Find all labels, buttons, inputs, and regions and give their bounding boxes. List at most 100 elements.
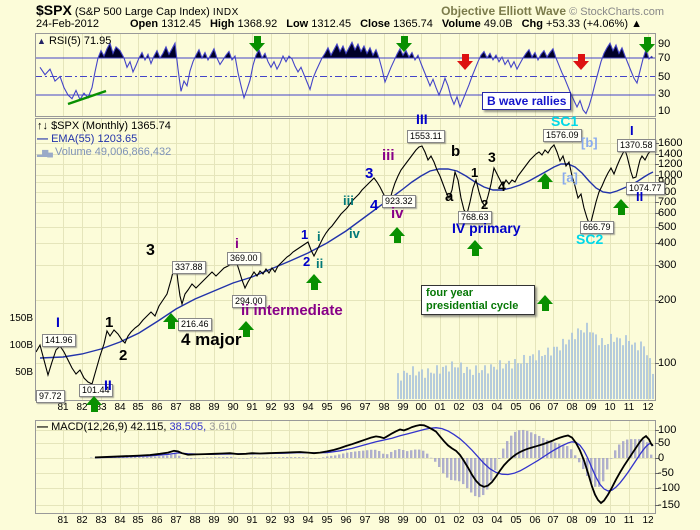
year-label-main: 89: [208, 402, 220, 413]
buy-signal-arrow-icon: [163, 313, 179, 330]
wave-label: I: [56, 314, 60, 330]
price-axis-label: 1400: [658, 148, 683, 160]
year-label-macd: 06: [529, 515, 541, 526]
price-axis-label: 100: [658, 357, 677, 369]
wave-label: iii: [382, 147, 395, 164]
signal-arrow-icon: [639, 36, 655, 53]
volume-label: Volume: [441, 18, 481, 30]
year-label-macd: 10: [604, 515, 616, 526]
price-axis-label: 1600: [658, 137, 683, 149]
wave-label: 2: [481, 197, 489, 212]
b-wave-rallies-note: B wave rallies: [482, 92, 572, 110]
year-label-macd: 05: [510, 515, 522, 526]
wave-label: a: [445, 188, 454, 205]
macd-axis-label: 100: [658, 424, 677, 436]
year-label-macd: 11: [623, 515, 635, 526]
price-callout: 141.96: [42, 334, 76, 347]
macd-value: 42.115,: [130, 421, 167, 433]
wave-label: [b]: [581, 135, 598, 150]
rsi-legend-icon: ▲: [37, 36, 46, 46]
wave-label: 2: [303, 254, 311, 269]
close-label: Close: [360, 18, 391, 30]
year-label-macd: 04: [491, 515, 503, 526]
ema-legend: — EMA(55) 1203.65: [37, 133, 137, 145]
buy-signal-arrow-icon: [613, 199, 629, 216]
year-label-macd: 81: [57, 515, 69, 526]
year-label-main: 03: [472, 402, 484, 413]
rsi-axis-label: 90: [658, 38, 671, 50]
year-label-main: 98: [378, 402, 390, 413]
wave-label: SC1: [551, 113, 579, 129]
year-label-macd: 93: [283, 515, 295, 526]
close-value: 1365.74: [393, 18, 433, 30]
wave-label: 4: [498, 178, 506, 194]
price-axis-label: 1000: [658, 169, 683, 181]
macd-hist-value: 3.610: [209, 421, 237, 433]
volume-value: 49.0B: [483, 18, 513, 30]
year-label-macd: 89: [208, 515, 220, 526]
year-label-macd: 98: [378, 515, 390, 526]
price-callout: 294.00: [232, 295, 266, 308]
volume-axis-label: 100B: [9, 340, 33, 351]
year-label-macd: 88: [189, 515, 201, 526]
macd-axis-label: 0: [658, 452, 665, 464]
symbol: $SPX: [36, 2, 72, 18]
price-callout: 337.88: [172, 261, 206, 274]
spx-legend-text: $SPX (Monthly) 1365.74: [51, 120, 171, 132]
year-label-macd: 82: [76, 515, 88, 526]
price-callout: 666.79: [580, 221, 614, 234]
wave-label: i: [317, 229, 321, 244]
wave-label: 4: [370, 197, 379, 214]
year-label-macd: 95: [321, 515, 333, 526]
year-label-main: 90: [227, 402, 239, 413]
signal-arrow-icon: [573, 53, 589, 70]
signal-arrow-icon: [249, 35, 265, 52]
year-label-macd: 07: [547, 515, 559, 526]
macd-axis-label: -150: [658, 499, 681, 511]
volume-bars-icon: ▂▆▄: [37, 148, 53, 157]
rsi-axis-label: 50: [658, 71, 671, 83]
wave-label: 4 major: [181, 330, 242, 349]
price-callout: 923.32: [382, 195, 416, 208]
rsi-axis-label: 30: [658, 88, 671, 100]
price-callout: 768.63: [458, 211, 492, 224]
year-label-macd: 91: [246, 515, 258, 526]
price-axis-label: 400: [658, 237, 677, 249]
year-label-main: 08: [566, 402, 578, 413]
wave-label: 3: [365, 165, 374, 182]
wave-label: iv: [349, 226, 360, 241]
macd-legend: — MACD(12,26,9) 42.115, 38.505, 3.610: [37, 421, 237, 433]
year-label-main: 82: [76, 402, 88, 413]
wave-label: I: [630, 123, 634, 138]
volume-legend: ▂▆▄ Volume 49,006,866,432: [37, 146, 171, 158]
high-label: High: [209, 18, 235, 30]
quote-line: 24-Feb-2012 Open 1312.45 High 1368.92 Low 1…: [36, 18, 642, 30]
year-label-macd: 86: [151, 515, 163, 526]
year-label-macd: 84: [114, 515, 126, 526]
year-label-main: 04: [491, 402, 503, 413]
wave-label: iv: [391, 205, 404, 222]
year-label-macd: 03: [472, 515, 484, 526]
year-label-main: 05: [510, 402, 522, 413]
macd-dash-icon: —: [37, 421, 48, 433]
year-label-main: 87: [170, 402, 182, 413]
ema-legend-text: EMA(55) 1203.65: [51, 133, 138, 145]
presidential-cycle-note: four year presidential cycle: [421, 285, 535, 315]
price-callout: 1553.11: [407, 130, 445, 143]
updown-icon: ↑↓: [37, 120, 48, 132]
brand-text: Objective Elliott Wave: [441, 4, 567, 18]
price-axis-label: 500: [658, 221, 677, 233]
symbol-name: (S&P 500 Large Cap Index): [74, 6, 210, 18]
buy-signal-arrow-icon: [537, 173, 553, 190]
signal-arrow-icon: [457, 53, 473, 70]
price-callout: 1074.77: [626, 182, 665, 195]
wave-label: 3: [146, 242, 155, 259]
buy-signal-arrow-icon: [537, 295, 553, 312]
year-label-main: 06: [529, 402, 541, 413]
volume-legend-text: Volume 49,006,866,432: [55, 146, 172, 158]
chg-up-icon: ▲: [631, 18, 642, 30]
year-label-macd: 09: [585, 515, 597, 526]
year-label-macd: 94: [302, 515, 314, 526]
